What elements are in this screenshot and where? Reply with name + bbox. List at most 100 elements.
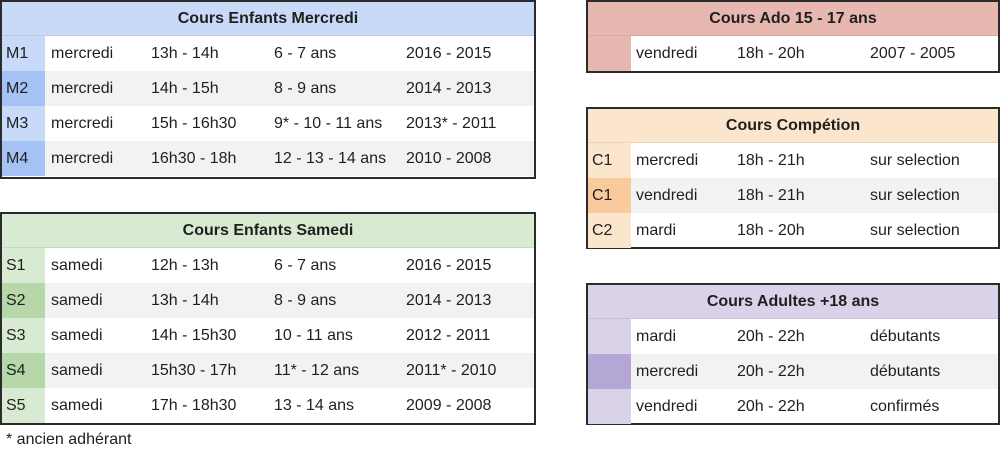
course-day: samedi	[51, 292, 103, 309]
course-time: 20h - 22h	[737, 363, 805, 380]
course-day: samedi	[51, 257, 103, 274]
course-day: mercredi	[51, 80, 114, 97]
course-time: 18h - 21h	[737, 152, 805, 169]
course-code	[588, 354, 631, 389]
table-row: S1 samedi 12h - 13h 6 - 7 ans 2016 - 201…	[2, 248, 534, 283]
course-code: S1	[2, 248, 45, 283]
table-row: mardi 20h - 22h débutants	[588, 319, 998, 354]
course-age: 12 - 13 - 14 ans	[274, 150, 387, 167]
course-code: C1	[588, 178, 631, 213]
table-row: vendredi 18h - 20h 2007 - 2005	[588, 36, 998, 71]
table-row: S5 samedi 17h - 18h30 13 - 14 ans 2009 -…	[2, 388, 534, 423]
course-time: 20h - 22h	[737, 398, 805, 415]
course-code: C1	[588, 143, 631, 178]
course-code: M2	[2, 71, 45, 106]
course-age: 9* - 10 - 11 ans	[274, 115, 383, 132]
course-code	[588, 319, 631, 354]
course-time: 17h - 18h30	[151, 397, 237, 414]
course-time: 18h - 21h	[737, 187, 805, 204]
course-day: mardi	[636, 328, 677, 345]
course-code: M1	[2, 36, 45, 71]
course-time: 15h30 - 17h	[151, 362, 237, 379]
table-title: Cours Enfants Samedi	[2, 214, 534, 248]
table-title: Cours Ado 15 - 17 ans	[588, 2, 998, 36]
course-age: 10 - 11 ans	[274, 327, 353, 344]
course-age: 13 - 14 ans	[274, 397, 355, 414]
table-title: Cours Adultes +18 ans	[588, 285, 998, 319]
course-time: 14h - 15h30	[151, 327, 237, 344]
course-years: 2013* - 2011	[406, 115, 497, 132]
course-code: C2	[588, 213, 631, 248]
course-code: S2	[2, 283, 45, 318]
table-row: M4 mercredi 16h30 - 18h 12 - 13 - 14 ans…	[2, 141, 534, 176]
course-years: 2012 - 2011	[406, 327, 491, 344]
course-age: 6 - 7 ans	[274, 257, 337, 274]
table-row: M1 mercredi 13h - 14h 6 - 7 ans 2016 - 2…	[2, 36, 534, 71]
table-row: S3 samedi 14h - 15h30 10 - 11 ans 2012 -…	[2, 318, 534, 353]
course-code: S4	[2, 353, 45, 388]
course-code: S5	[2, 388, 45, 423]
table-cours-ado: Cours Ado 15 - 17 ans vendredi 18h - 20h…	[586, 0, 1000, 73]
course-years: 2016 - 2015	[406, 45, 492, 62]
course-time: 18h - 20h	[737, 222, 805, 239]
course-info: sur selection	[870, 152, 960, 169]
course-day: samedi	[51, 397, 103, 414]
course-age: 6 - 7 ans	[274, 45, 337, 62]
course-time: 15h - 16h30	[151, 115, 237, 132]
course-time: 16h30 - 18h	[151, 150, 237, 167]
course-time: 12h - 13h	[151, 257, 219, 274]
table-row: S4 samedi 15h30 - 17h 11* - 12 ans 2011*…	[2, 353, 534, 388]
course-years: 2010 - 2008	[406, 150, 492, 167]
table-cours-enfants-mercredi: Cours Enfants Mercredi M1 mercredi 13h -…	[0, 0, 536, 179]
course-time: 13h - 14h	[151, 292, 219, 309]
course-info: sur selection	[870, 187, 960, 204]
course-age: 11* - 12 ans	[274, 362, 360, 379]
table-title: Cours Compétion	[588, 109, 998, 143]
table-row: vendredi 20h - 22h confirmés	[588, 389, 998, 424]
course-day: samedi	[51, 362, 103, 379]
course-code	[588, 36, 631, 71]
course-day: samedi	[51, 327, 103, 344]
course-age: 8 - 9 ans	[274, 80, 337, 97]
table-row: M3 mercredi 15h - 16h30 9* - 10 - 11 ans…	[2, 106, 534, 141]
course-day: mercredi	[636, 363, 699, 380]
course-day: mercredi	[51, 45, 114, 62]
course-time: 20h - 22h	[737, 328, 805, 345]
course-time: 13h - 14h	[151, 45, 219, 62]
course-day: vendredi	[636, 187, 698, 204]
course-years: 2007 - 2005	[870, 45, 956, 62]
course-info: débutants	[870, 328, 941, 345]
course-day: vendredi	[636, 398, 698, 415]
course-info: confirmés	[870, 398, 940, 415]
table-cours-enfants-samedi: Cours Enfants Samedi S1 samedi 12h - 13h…	[0, 212, 536, 425]
table-cours-adultes: Cours Adultes +18 ans mardi 20h - 22h dé…	[586, 283, 1000, 425]
course-years: 2016 - 2015	[406, 257, 492, 274]
course-years: 2014 - 2013	[406, 80, 492, 97]
course-info: sur selection	[870, 222, 960, 239]
course-code: S3	[2, 318, 45, 353]
course-years: 2014 - 2013	[406, 292, 492, 309]
course-day: mercredi	[636, 152, 699, 169]
course-time: 18h - 20h	[737, 45, 805, 62]
course-years: 2009 - 2008	[406, 397, 492, 414]
course-day: mercredi	[51, 150, 114, 167]
table-row: mercredi 20h - 22h débutants	[588, 354, 998, 389]
table-row: S2 samedi 13h - 14h 8 - 9 ans 2014 - 201…	[2, 283, 534, 318]
table-row: C1 mercredi 18h - 21h sur selection	[588, 143, 998, 178]
course-age: 8 - 9 ans	[274, 292, 337, 309]
table-row: C2 mardi 18h - 20h sur selection	[588, 213, 998, 248]
course-day: mercredi	[51, 115, 114, 132]
table-row: M2 mercredi 14h - 15h 8 - 9 ans 2014 - 2…	[2, 71, 534, 106]
course-code: M3	[2, 106, 45, 141]
table-row: C1 vendredi 18h - 21h sur selection	[588, 178, 998, 213]
table-cours-competition: Cours Compétion C1 mercredi 18h - 21h su…	[586, 107, 1000, 249]
course-day: mardi	[636, 222, 677, 239]
footnote: * ancien adhérant	[6, 431, 132, 448]
course-code: M4	[2, 141, 45, 176]
course-code	[588, 389, 631, 424]
course-info: débutants	[870, 363, 941, 380]
course-day: vendredi	[636, 45, 698, 62]
course-years: 2011* - 2010	[406, 362, 497, 379]
course-time: 14h - 15h	[151, 80, 219, 97]
table-title: Cours Enfants Mercredi	[2, 2, 534, 36]
